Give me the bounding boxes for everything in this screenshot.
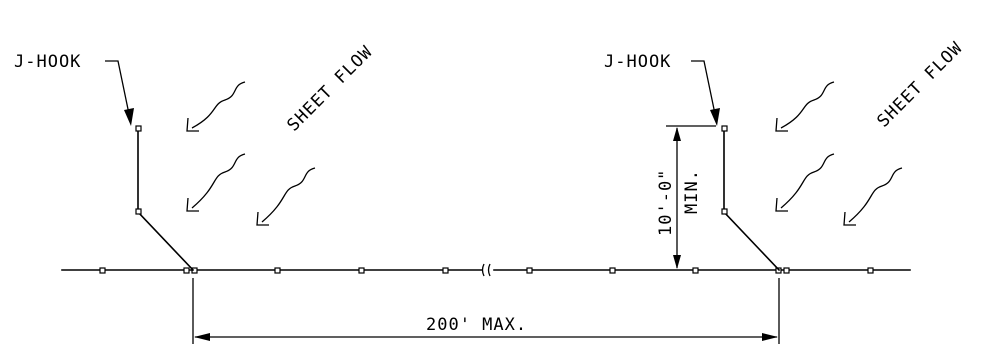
flow-arrow — [775, 81, 835, 132]
sheet-flow-label-right: SHEET FLOW — [873, 38, 967, 132]
j-hook-post — [721, 125, 728, 132]
leader-arrowhead — [710, 108, 720, 126]
height-dimension: 10'-0" MIN. — [656, 125, 716, 269]
flow-arrow — [186, 81, 246, 132]
j-hook-label-left: J-HOOK — [14, 52, 81, 72]
j-hook-left: J-HOOK — [14, 52, 195, 272]
fence-post — [274, 267, 281, 274]
fence-post — [692, 267, 699, 274]
fence-post — [99, 267, 106, 274]
fence-post — [867, 267, 874, 274]
break-symbol-left — [481, 263, 485, 277]
fence-post — [442, 267, 449, 274]
fence-post — [358, 267, 365, 274]
dimension-arrowhead-left — [194, 333, 210, 341]
dimension-arrowhead-right — [762, 333, 778, 341]
j-hook-right: J-HOOK — [604, 52, 781, 272]
height-dimension-note: MIN. — [682, 169, 702, 214]
flow-arrow — [843, 167, 903, 226]
sheet-flow-arrows-left: SHEET FLOW — [186, 42, 377, 226]
flow-arrow — [186, 153, 246, 212]
j-hook-label-right: J-HOOK — [604, 52, 671, 72]
fence-post — [191, 267, 198, 274]
sheet-flow-label-left: SHEET FLOW — [283, 42, 377, 136]
spacing-dimension-value: 200' MAX. — [426, 315, 527, 335]
spacing-dimension: 200' MAX. — [192, 278, 780, 344]
j-hook-post — [135, 208, 142, 215]
leader-arrowhead — [124, 108, 134, 126]
fence-line — [61, 263, 911, 277]
sheet-flow-arrows-right: SHEET FLOW — [775, 38, 967, 226]
height-dimension-value: 10'-0" — [656, 169, 676, 236]
fence-post — [183, 267, 190, 274]
fence-post — [609, 267, 616, 274]
j-hook-post — [135, 125, 142, 132]
fence-posts — [99, 267, 874, 274]
dimension-arrowhead-top — [673, 127, 681, 141]
fence-post — [783, 267, 790, 274]
j-hook-post — [721, 208, 728, 215]
break-symbol-right — [487, 263, 491, 277]
flow-arrow — [775, 153, 835, 212]
dimension-arrowhead-bottom — [673, 255, 681, 269]
fence-post — [526, 267, 533, 274]
flow-arrow — [256, 167, 316, 226]
